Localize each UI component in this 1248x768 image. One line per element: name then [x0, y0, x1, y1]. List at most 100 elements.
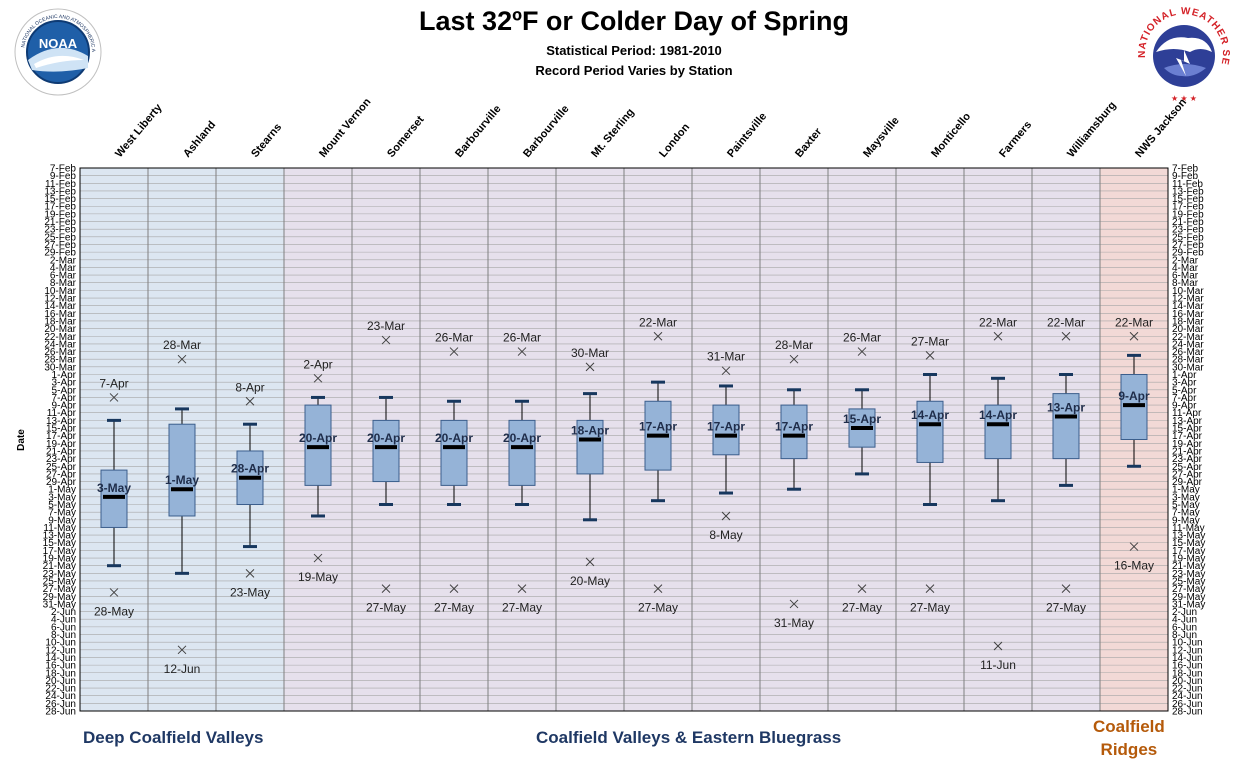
station-box: 14-Apr 27-Mar 27-May	[910, 334, 950, 614]
y-tick-label: 27-Apr	[46, 469, 77, 480]
latest-marker	[109, 588, 119, 597]
y-tick-label: 30-Mar	[44, 362, 76, 373]
earliest-label: 22-Mar	[1047, 315, 1085, 329]
earliest-label: 22-Mar	[979, 315, 1017, 329]
y-tick-label: 6-Jun	[51, 622, 76, 633]
earliest-label: 27-Mar	[911, 334, 949, 348]
y-tick-label: 3-Apr	[52, 378, 77, 389]
y-tick-label: 16-Mar	[44, 309, 76, 320]
median-label: 15-Apr	[843, 412, 881, 426]
latest-marker	[857, 584, 867, 593]
median-label: 3-May	[97, 481, 131, 495]
y-tick-label: 12-Mar	[1172, 294, 1204, 305]
y-tick-label: 3-May	[1172, 492, 1200, 503]
y-tick-label: 25-May	[1172, 576, 1205, 587]
earliest-label: 8-Apr	[235, 380, 264, 394]
station-box: 28-Apr 8-Apr 23-May	[230, 380, 270, 599]
y-tick-label: 18-Jun	[45, 668, 76, 679]
y-tick-label: 22-Mar	[1172, 332, 1204, 343]
earliest-marker	[245, 396, 255, 406]
interquartile-box	[1052, 393, 1080, 460]
y-tick-label: 12-Jun	[45, 645, 76, 656]
latest-label: 27-May	[842, 601, 882, 615]
station-label: West Liberty	[113, 101, 165, 160]
interquartile-box	[372, 419, 400, 483]
station-box: 20-Apr 26-Mar 27-May	[434, 331, 474, 615]
y-tick-label: 7-Feb	[1172, 164, 1199, 175]
latest-label: 12-Jun	[164, 662, 201, 676]
y-tick-label: 23-Feb	[44, 225, 76, 236]
y-tick-label: 12-Jun	[1172, 645, 1203, 656]
plot-area-frame	[79, 167, 1169, 712]
y-tick-label: 29-Feb	[44, 248, 76, 259]
y-tick-label: 9-Feb	[50, 171, 77, 182]
region-label-deep-coalfield-valleys: Deep Coalfield Valleys	[83, 728, 264, 747]
y-tick-label: 17-Feb	[44, 202, 76, 213]
plot-frame	[79, 167, 1169, 712]
y-tick-label: 11-May	[43, 523, 76, 534]
median-label: 20-Apr	[435, 431, 473, 445]
y-tick-label: 1-May	[1172, 485, 1200, 496]
y-tick-label: 6-Mar	[50, 271, 77, 282]
y-tick-label: 29-May	[1172, 592, 1205, 603]
y-tick-label: 22-Jun	[1172, 684, 1203, 695]
y-tick-label: 19-May	[1172, 554, 1205, 565]
y-tick-label: 9-Feb	[1172, 171, 1199, 182]
earliest-label: 26-Mar	[503, 331, 541, 345]
station-labels: West Liberty Ashland Stearns Mount Vernon So…	[113, 96, 1189, 160]
earliest-marker	[313, 373, 323, 383]
y-tick-label: 19-Feb	[44, 209, 76, 220]
region-bands	[80, 168, 1168, 711]
latest-marker	[245, 568, 255, 578]
station-label: NWS Jackson	[1133, 96, 1189, 160]
y-tick-label: 31-May	[43, 599, 76, 610]
y-tick-label: 13-Apr	[46, 416, 77, 427]
station-label: Barbourville	[453, 103, 503, 160]
y-tick-label: 9-Apr	[52, 401, 77, 412]
earliest-label: 26-Mar	[843, 331, 881, 345]
y-tick-label: 18-Jun	[1172, 668, 1203, 679]
median-label: 20-Apr	[367, 431, 405, 445]
y-tick-label: 6-Mar	[1172, 271, 1199, 282]
y-tick-label: 23-May	[1172, 569, 1205, 580]
y-tick-label: 3-Apr	[1172, 378, 1197, 389]
y-tick-label: 23-Apr	[1172, 454, 1203, 465]
y-tick-label: 7-May	[48, 508, 76, 519]
earliest-label: 22-Mar	[1115, 315, 1153, 329]
median-label: 14-Apr	[979, 408, 1017, 422]
earliest-marker	[177, 354, 187, 364]
median-label: 28-Apr	[231, 462, 269, 476]
column-dividers	[147, 168, 1101, 711]
station-label: Somerset	[385, 114, 427, 160]
station-label: London	[657, 121, 692, 160]
latest-marker	[1061, 584, 1071, 593]
latest-label: 11-Jun	[980, 658, 1016, 672]
station-box: 20-Apr 26-Mar 27-May	[502, 331, 542, 615]
y-tick-label: 30-Mar	[1172, 362, 1204, 373]
latest-marker	[993, 641, 1003, 651]
y-tick-label: 27-Feb	[1172, 240, 1204, 251]
earliest-marker	[653, 331, 663, 341]
y-tick-label: 21-Feb	[1172, 217, 1204, 228]
station-label: Ashland	[181, 119, 218, 160]
y-tick-label: 24-Jun	[1172, 691, 1203, 702]
latest-label: 27-May	[1046, 601, 1086, 615]
y-tick-label: 9-Apr	[1172, 401, 1197, 412]
station-box: 1-May 28-Mar 12-Jun	[163, 338, 201, 676]
y-tick-label: 21-Feb	[44, 217, 76, 228]
y-tick-label: 13-Feb	[44, 186, 76, 197]
station-label: Monticello	[929, 110, 973, 160]
y-tick-label: 17-Apr	[46, 431, 77, 442]
earliest-marker	[1129, 331, 1139, 341]
y-tick-label: 17-May	[43, 546, 76, 557]
earliest-label: 28-Mar	[775, 338, 813, 352]
latest-marker	[517, 584, 527, 593]
earliest-marker	[1061, 331, 1071, 341]
latest-label: 20-May	[570, 574, 610, 588]
latest-label: 28-May	[94, 604, 134, 618]
y-tick-label: 27-Apr	[1172, 469, 1203, 480]
y-tick-label: 28-Jun	[45, 707, 76, 718]
y-tick-label: 23-May	[43, 569, 76, 580]
station-box: 13-Apr 22-Mar 27-May	[1046, 315, 1086, 614]
y-tick-label: 26-Mar	[1172, 347, 1204, 358]
